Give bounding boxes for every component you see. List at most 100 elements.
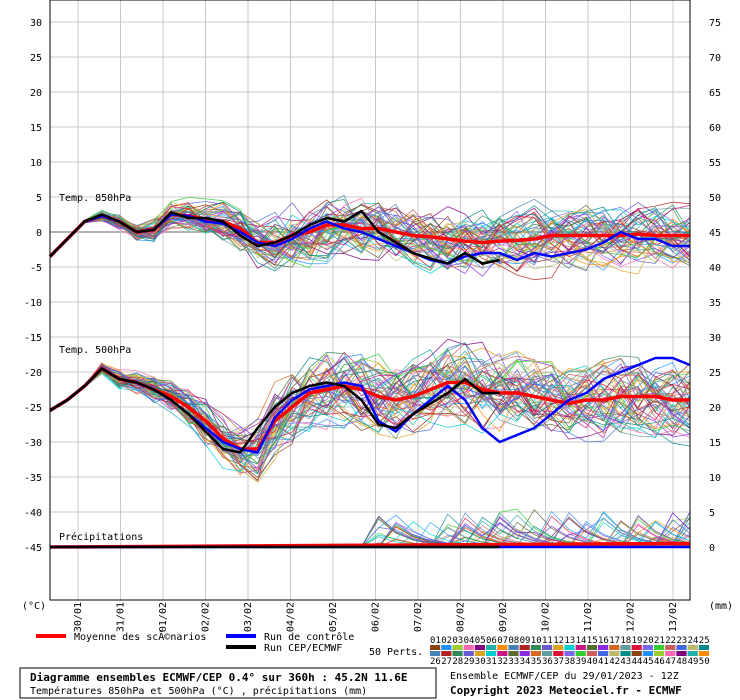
member-48-t500: [49, 364, 691, 456]
member-49-t850: [49, 203, 691, 270]
left-tick-label: -15: [24, 333, 42, 344]
member-swatch-bottom: [586, 651, 597, 656]
member-number-bottom: 33: [508, 657, 519, 667]
left-tick-label: 5: [36, 193, 42, 204]
member-number-bottom: 39: [576, 657, 587, 667]
member-swatch-top: [665, 645, 676, 650]
right-axis-unit: (mm): [709, 601, 733, 612]
member-number-bottom: 48: [676, 657, 687, 667]
right-tick-label: 35: [709, 298, 721, 309]
member-number-top: 10: [531, 636, 542, 646]
member-number-bottom: 34: [520, 657, 531, 667]
member-number-top: 14: [576, 636, 587, 646]
member-swatch-top: [586, 645, 597, 650]
member-swatch-top: [654, 645, 665, 650]
member-number-bottom: 26: [430, 657, 441, 667]
member-color-grid: 01 02 03 04 05 06 07 08 09 10 11 12 13 14 15 16 17 18 19 20…: [430, 636, 710, 667]
member-number-bottom: 36: [542, 657, 553, 667]
run-info: Ensemble ECMWF/CEP du 29/01/2023 - 12Z: [450, 671, 679, 682]
info-box: [19, 667, 437, 699]
member-swatch-bottom: [676, 651, 687, 656]
member-number-top: 16: [598, 636, 609, 646]
panel-label-t850: Temp. 850hPa: [59, 193, 131, 204]
member-swatch-top: [542, 645, 553, 650]
right-tick-label: 30: [709, 333, 721, 344]
member-47-t850: [49, 209, 691, 269]
member-37-t500: [49, 360, 691, 483]
member-number-bottom: 27: [441, 657, 452, 667]
member-number-bottom: 38: [564, 657, 575, 667]
member-swatch-bottom: [687, 651, 698, 656]
member-swatch-bottom: [620, 651, 631, 656]
member-swatch-top: [676, 645, 687, 650]
member-swatch-top: [519, 645, 530, 650]
right-tick-label: 40: [709, 263, 721, 274]
member-swatch-top: [530, 645, 541, 650]
member-number-top: 19: [632, 636, 643, 646]
date-tick-label: 09/02: [498, 602, 509, 632]
right-tick-label: 60: [709, 123, 721, 134]
chart-title: Diagramme ensembles ECMWF/CEP 0.4° sur 3…: [30, 671, 408, 684]
right-tick-label: 45: [709, 228, 721, 239]
member-swatch-bottom: [564, 651, 575, 656]
member-swatch-bottom: [631, 651, 642, 656]
member-number-bottom: 43: [620, 657, 631, 667]
member-number-bottom: 47: [665, 657, 676, 667]
member-swatch-bottom: [542, 651, 553, 656]
member-swatch-bottom: [553, 651, 564, 656]
member-number-top: 18: [620, 636, 631, 646]
left-tick-label: -40: [24, 508, 42, 519]
member-swatch-bottom: [519, 651, 530, 656]
member-number-top: 23: [676, 636, 687, 646]
left-tick-label: -5: [30, 263, 42, 274]
right-tick-label: 20: [709, 403, 721, 414]
left-tick-label: -25: [24, 403, 42, 414]
member-swatch-bottom: [654, 651, 665, 656]
member-number-bottom: 49: [688, 657, 699, 667]
date-tick-label: 06/02: [371, 602, 382, 632]
series-2-t500: [49, 367, 500, 454]
member-number-top: 07: [497, 636, 508, 646]
member-number-top: 20: [643, 636, 654, 646]
date-tick-label: 04/02: [286, 602, 297, 632]
member-swatch-bottom: [598, 651, 609, 656]
left-tick-label: -20: [24, 368, 42, 379]
right-tick-label: 15: [709, 438, 721, 449]
member-number-top: 21: [654, 636, 665, 646]
member-swatch-top: [620, 645, 631, 650]
member-number-top: 09: [520, 636, 531, 646]
member-swatch-bottom: [441, 651, 452, 656]
member-swatch-top: [463, 645, 474, 650]
legend-oper-label: Run CEP/ECMWF: [264, 643, 342, 654]
member-number-top: 13: [564, 636, 575, 646]
member-number-top: 05: [475, 636, 486, 646]
member-46-t500: [49, 348, 691, 465]
right-tick-label: 50: [709, 193, 721, 204]
right-tick-label: 55: [709, 158, 721, 169]
legend-mean-label: Moyenne des scÃ©narios: [74, 630, 206, 643]
member-swatch-bottom: [665, 651, 676, 656]
member-swatch-top: [598, 645, 609, 650]
member-swatch-bottom: [430, 651, 441, 656]
member-number-top: 01: [430, 636, 441, 646]
member-swatch-top: [452, 645, 463, 650]
legend: Moyenne des scÃ©narios Run de contrôle R…: [36, 630, 710, 667]
member-number-top: 12: [553, 636, 564, 646]
date-tick-label: 30/01: [73, 602, 84, 632]
member-swatch-bottom: [474, 651, 485, 656]
date-tick-label: 03/02: [243, 602, 254, 632]
member-number-bottom: 29: [464, 657, 475, 667]
date-tick-label: 12/02: [626, 602, 637, 632]
member-swatch-bottom: [530, 651, 541, 656]
member-swatch-top: [698, 645, 709, 650]
member-number-top: 22: [665, 636, 676, 646]
member-number-top: 11: [542, 636, 553, 646]
left-tick-label: -45: [24, 543, 42, 554]
member-number-bottom: 42: [609, 657, 620, 667]
member-swatch-top: [441, 645, 452, 650]
member-number-bottom: 44: [632, 657, 643, 667]
panel-label-precip: Précipitations: [59, 531, 143, 543]
member-number-bottom: 45: [643, 657, 654, 667]
member-swatch-top: [430, 645, 441, 650]
member-number-bottom: 37: [553, 657, 564, 667]
